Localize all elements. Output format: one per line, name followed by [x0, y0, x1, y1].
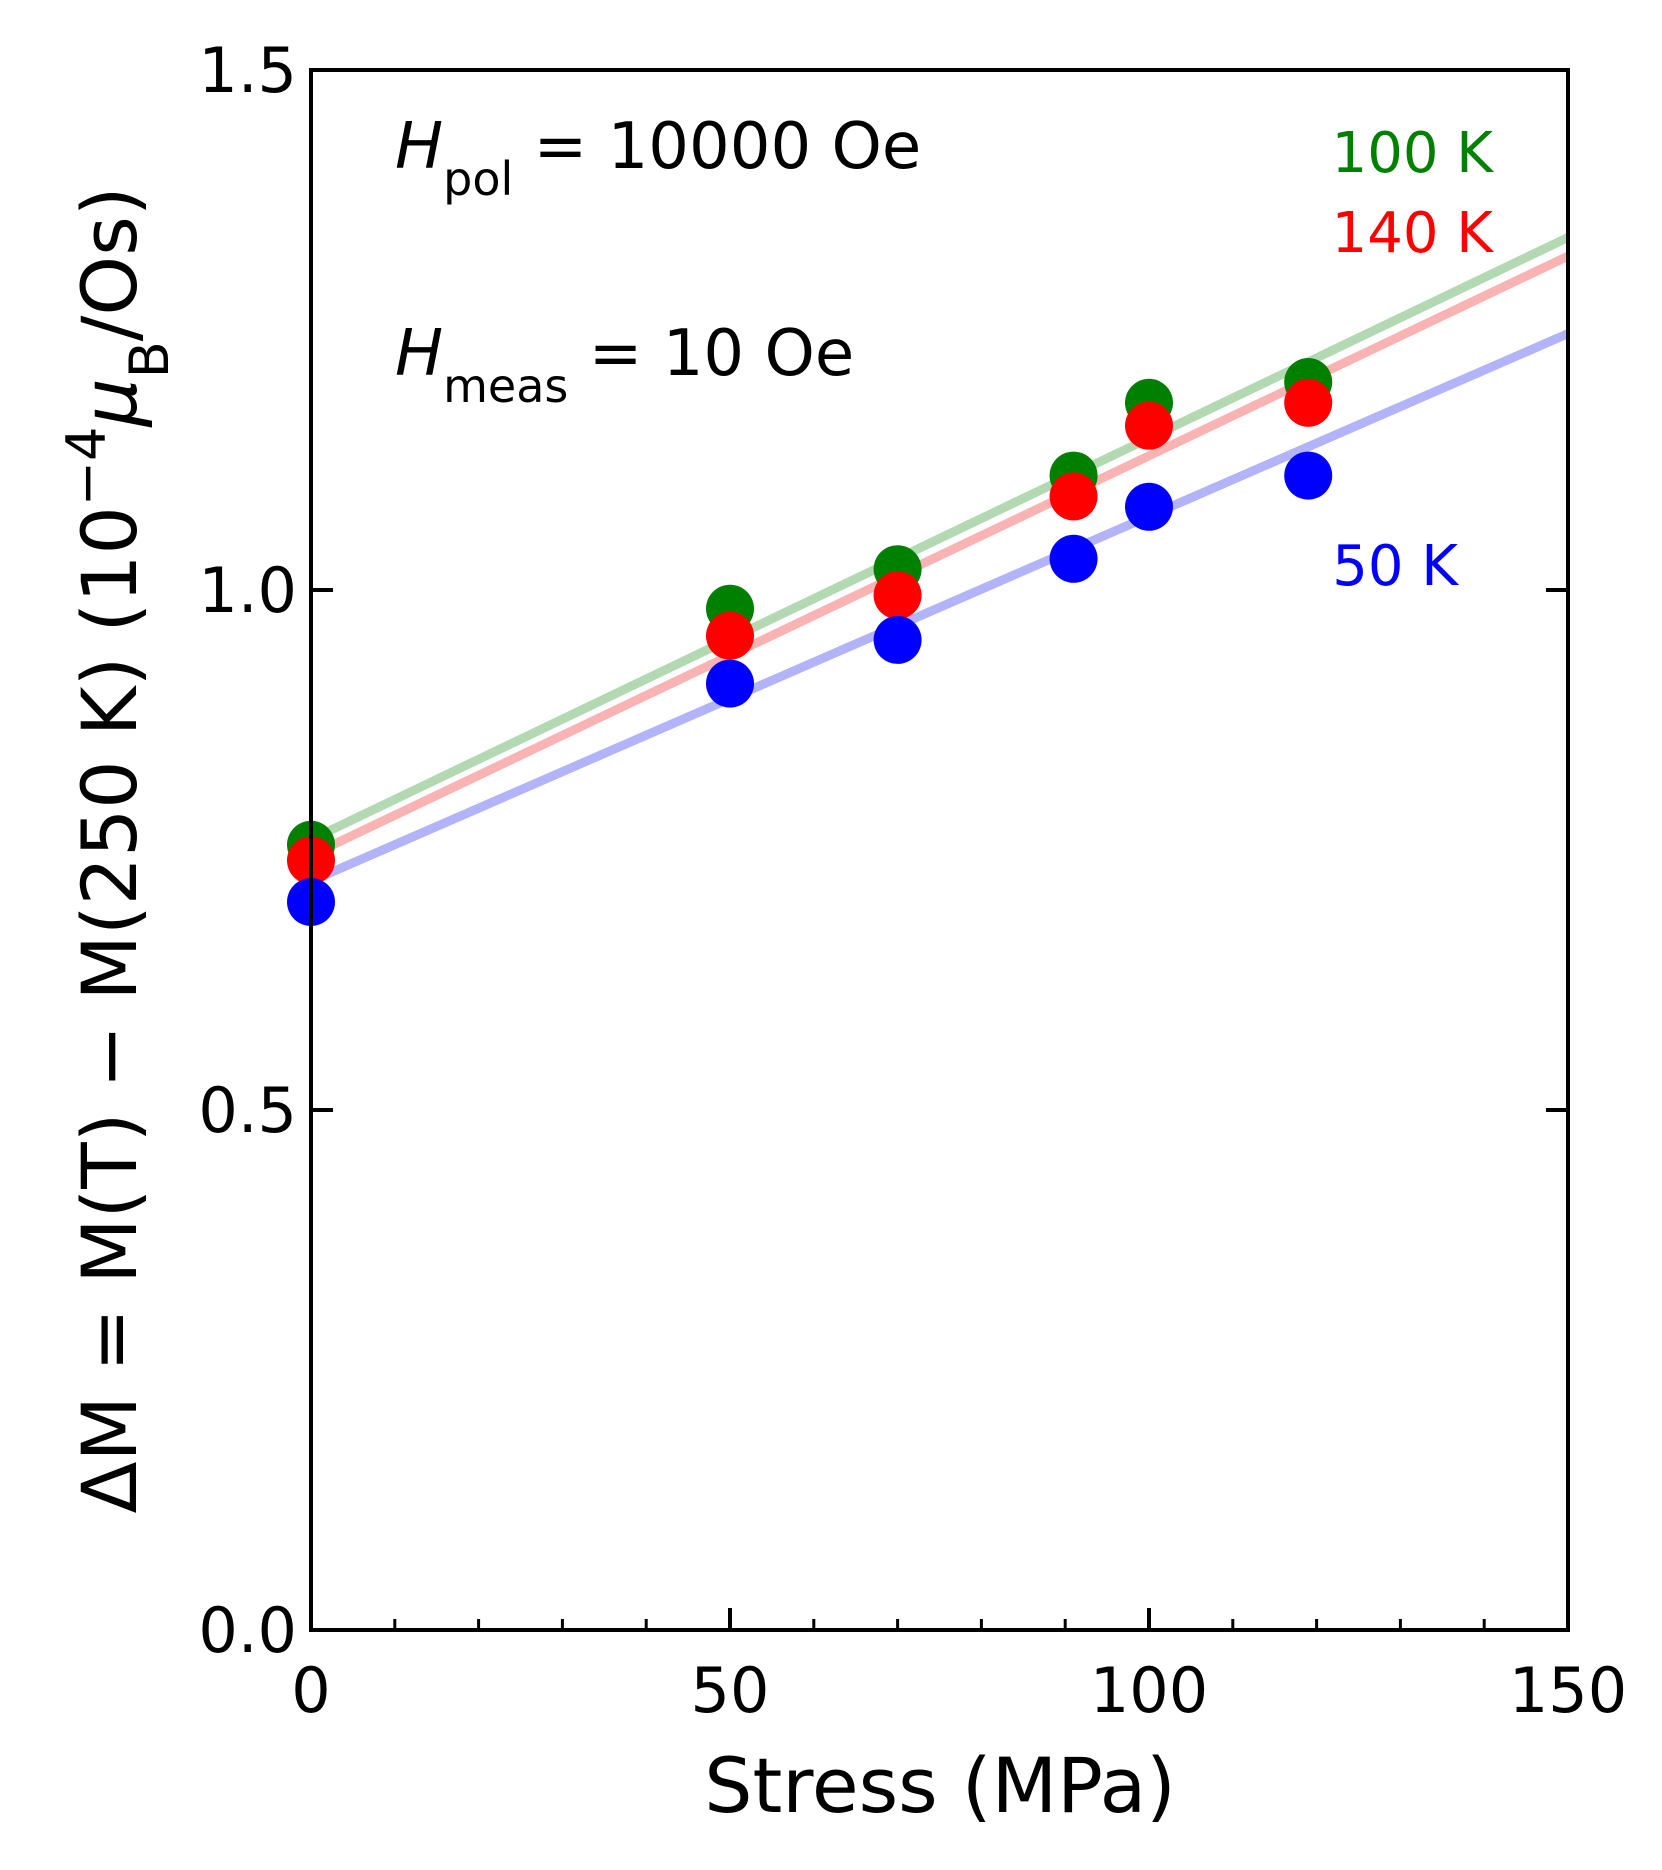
- series-label-140k: 140 K: [1332, 201, 1495, 266]
- series-label-100k: 100 K: [1332, 121, 1495, 186]
- point-50-k-3: [1049, 534, 1098, 583]
- point-50-k-5: [1284, 451, 1333, 500]
- x-tick-label: 100: [1090, 1654, 1208, 1727]
- point-140-k-4: [1125, 401, 1173, 450]
- point-140-k-5: [1284, 378, 1333, 427]
- y-axis-title-suffix: /Os): [65, 187, 154, 342]
- annotation-h-pol: Hpol = 10000 Oe: [395, 110, 921, 206]
- x-tick-label: 50: [691, 1654, 770, 1727]
- y-tick-label: 1.5: [198, 34, 297, 107]
- plot-frame: [309, 68, 1570, 1632]
- series-label-50k: 50 K: [1332, 534, 1459, 599]
- y-tick-label: 0.0: [198, 1594, 297, 1667]
- annotation-h-pol-main: H: [395, 110, 443, 184]
- point-140-k-1: [706, 611, 754, 660]
- annotation-h-meas: Hmeas = 10 Oe: [395, 317, 854, 413]
- fit-lines: [311, 233, 1568, 886]
- y-axis-title-mu: μ: [65, 378, 154, 427]
- fit-line-140-k: [311, 252, 1568, 860]
- annotation-h-pol-rest: = 10000 Oe: [513, 110, 921, 184]
- annotation-h-pol-sub: pol: [443, 152, 513, 206]
- y-axis-title-prefix: ΔM = M(T) − M(250 K) (10: [65, 506, 154, 1513]
- y-axis-title-exponent: −4: [55, 427, 118, 507]
- data-points: [287, 358, 1333, 926]
- x-axis-title: Stress (MPa): [704, 1741, 1176, 1830]
- fit-line-100-k: [311, 233, 1568, 844]
- annotation-h-meas-main: H: [395, 317, 443, 391]
- point-50-k-1: [706, 659, 754, 708]
- y-axis-title: ΔM = M(T) − M(250 K) (10−4μB/Os): [55, 187, 181, 1514]
- axis-ticks: 0 50 100 150 0.0 0.5 1.0 1.5: [198, 34, 1627, 1727]
- point-50-k-4: [1125, 482, 1173, 531]
- y-tick-label: 0.5: [198, 1074, 297, 1147]
- point-140-k-2: [873, 571, 922, 620]
- y-tick-label: 1.0: [198, 554, 297, 627]
- annotation-h-meas-rest: = 10 Oe: [568, 317, 854, 391]
- fit-line-50-k: [311, 329, 1568, 886]
- annotation-h-meas-sub: meas: [443, 359, 568, 413]
- x-tick-label: 150: [1509, 1654, 1627, 1727]
- point-140-k-3: [1049, 472, 1098, 521]
- point-50-k-2: [873, 615, 922, 664]
- y-axis-title-mu-sub: B: [118, 341, 181, 378]
- x-tick-label: 0: [291, 1654, 330, 1727]
